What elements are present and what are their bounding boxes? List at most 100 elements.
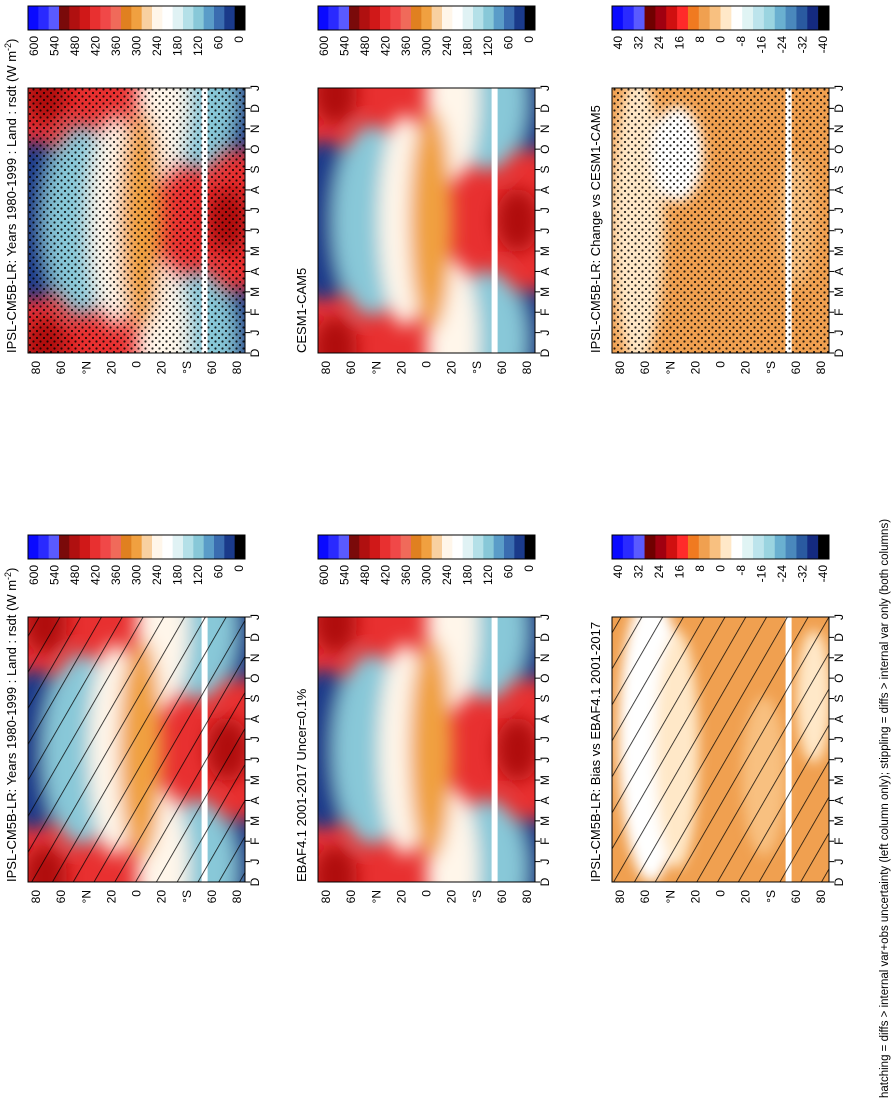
colorbar-swatch bbox=[677, 535, 689, 559]
month-tick: S bbox=[248, 166, 262, 174]
colorbar-swatch bbox=[442, 6, 453, 30]
colorbar-swatch bbox=[90, 6, 101, 30]
colorbar-label: 32 bbox=[632, 565, 646, 579]
month-tick: N bbox=[538, 124, 552, 133]
colorbar-label: -8 bbox=[734, 565, 748, 576]
lat-tick: 20 bbox=[739, 361, 753, 375]
title-end: ) bbox=[4, 568, 19, 572]
colorbar-swatch bbox=[818, 535, 830, 559]
colorbar-label: 120 bbox=[481, 36, 495, 56]
month-tick: J bbox=[538, 330, 552, 336]
lat-tick: 0 bbox=[130, 361, 144, 368]
lat-tick: 80 bbox=[814, 890, 828, 904]
colorbar-swatch bbox=[69, 6, 81, 30]
lat-tick: 60 bbox=[344, 890, 358, 904]
month-tick: J bbox=[248, 736, 262, 742]
month-tick: A bbox=[832, 186, 846, 194]
colorbar-swatch bbox=[390, 535, 402, 559]
month-tick: A bbox=[538, 186, 552, 194]
month-tick: D bbox=[248, 877, 262, 886]
lat-tick: °S bbox=[180, 361, 194, 374]
panel-obs: EBAF4.1 2001-2017 Uncer=0.1% 80 60 °N 20 0 20 °… bbox=[294, 534, 552, 904]
colorbar-label: 300 bbox=[130, 565, 144, 585]
lat-tick: 60 bbox=[54, 361, 68, 375]
colorbar-swatch bbox=[318, 6, 329, 30]
month-tick: M bbox=[248, 816, 262, 826]
field-change bbox=[612, 88, 829, 353]
colorbar-swatch bbox=[493, 535, 505, 559]
colorbar-label: 540 bbox=[338, 565, 352, 585]
colorbar-label: 120 bbox=[191, 36, 205, 56]
colorbar-label: 420 bbox=[379, 565, 393, 585]
month-tick: O bbox=[248, 144, 262, 153]
colorbar-swatch bbox=[807, 6, 819, 30]
colorbar: 40 32 24 16 8 0 -8 -16 -24 -32 -40 bbox=[611, 5, 830, 54]
colorbar-swatch bbox=[152, 6, 163, 30]
colorbar-swatch bbox=[731, 535, 743, 559]
colorbar-label: 32 bbox=[632, 36, 646, 50]
month-tick: J bbox=[248, 330, 262, 336]
lat-tick: 60 bbox=[495, 361, 509, 375]
figure-footer: hatching = diffs > internal var+obs unce… bbox=[879, 519, 891, 1098]
panel-frame bbox=[317, 87, 536, 354]
colorbar-label: 60 bbox=[212, 36, 226, 50]
colorbar-swatch bbox=[193, 6, 205, 30]
lat-tick: 80 bbox=[230, 361, 244, 375]
colorbar-swatch bbox=[504, 535, 515, 559]
colorbar-swatch bbox=[224, 6, 236, 30]
colorbar-swatch bbox=[666, 535, 678, 559]
colorbar-label: 16 bbox=[673, 565, 687, 579]
month-tick: M bbox=[248, 287, 262, 297]
stippling-overlay bbox=[612, 88, 829, 353]
lat-tick: 0 bbox=[420, 890, 434, 897]
colorbar-label: 0 bbox=[522, 36, 536, 43]
colorbar-swatch bbox=[785, 6, 797, 30]
colorbar-label: -24 bbox=[775, 36, 789, 54]
month-tick: F bbox=[248, 838, 262, 845]
colorbar-label: 0 bbox=[522, 565, 536, 572]
lat-tick: 20 bbox=[394, 361, 408, 375]
stippling-overlay bbox=[28, 88, 245, 353]
month-tick: O bbox=[832, 144, 846, 153]
colorbar-label: -40 bbox=[816, 565, 830, 583]
colorbar-frame bbox=[611, 5, 830, 31]
month-tick: M bbox=[538, 816, 552, 826]
colorbar-swatch bbox=[380, 6, 391, 30]
colorbar-swatch bbox=[796, 6, 808, 30]
lat-tick: 20 bbox=[104, 361, 118, 375]
colorbar-swatch bbox=[753, 6, 765, 30]
lat-tick: 80 bbox=[613, 361, 627, 375]
month-tick: O bbox=[538, 144, 552, 153]
lat-tick: 0 bbox=[130, 890, 144, 897]
colorbar-swatch bbox=[442, 535, 453, 559]
colorbar-swatch bbox=[644, 6, 656, 30]
month-tick: D bbox=[248, 348, 262, 357]
colorbar-swatch bbox=[214, 6, 225, 30]
lat-tick: 20 bbox=[394, 890, 408, 904]
lat-tick: °S bbox=[180, 890, 194, 903]
lat-tick: 80 bbox=[613, 890, 627, 904]
colorbar-swatch bbox=[349, 6, 360, 30]
colorbar-swatch bbox=[318, 535, 329, 559]
colorbar: 40 32 24 16 8 0 -8 -16 -24 -32 -40 bbox=[611, 534, 830, 583]
colorbar-label: -16 bbox=[755, 565, 769, 583]
month-tick: J bbox=[832, 859, 846, 865]
month-tick: J bbox=[832, 228, 846, 234]
colorbar-swatch bbox=[411, 6, 422, 30]
month-tick: D bbox=[248, 633, 262, 642]
colorbar-swatch bbox=[400, 6, 412, 30]
colorbar-label: 480 bbox=[68, 565, 82, 585]
colorbar-swatch bbox=[141, 6, 153, 30]
month-tick: J bbox=[832, 85, 846, 91]
colorbar-label: -32 bbox=[796, 565, 810, 583]
month-tick: J bbox=[538, 207, 552, 213]
colorbar-swatch bbox=[100, 6, 112, 30]
colorbar-swatch bbox=[338, 535, 350, 559]
colorbar: 600 540 480 420 360 300 240 180 120 60 0 bbox=[317, 534, 536, 585]
colorbar-swatch bbox=[709, 535, 721, 559]
panel-frame bbox=[27, 616, 246, 883]
colorbar-label: 360 bbox=[399, 36, 413, 56]
colorbar-swatch bbox=[183, 535, 194, 559]
month-tick: J bbox=[832, 207, 846, 213]
colorbar-swatch bbox=[234, 535, 246, 559]
